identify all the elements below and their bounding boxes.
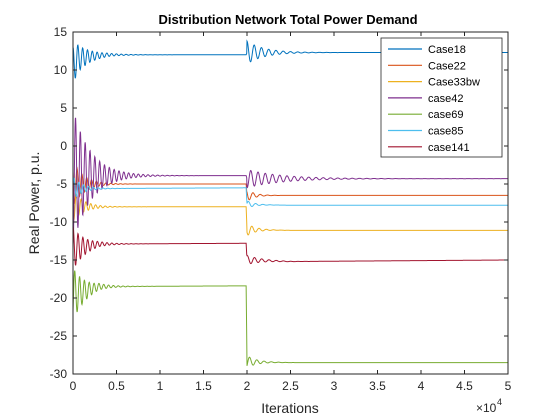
x-tick: 4 [418,32,425,393]
x-tick-label: 4 [418,379,425,393]
series-line-case22 [72,166,508,204]
y-tick: 10 [54,63,508,77]
x-tick-label: 0 [70,379,77,393]
legend-entry: Case33bw [388,77,480,89]
x-tick: 4.5 [456,32,473,393]
y-tick-label: -5 [56,177,67,191]
y-tick-label: 0 [60,139,67,153]
series-line-case69 [72,270,508,366]
y-tick: 15 [54,25,508,39]
y-tick: -15 [50,253,508,267]
series-line-case141 [72,226,508,266]
x-tick-label: 1 [157,379,164,393]
legend-entry: case69 [388,109,463,121]
x-multiplier-exponent: 4 [497,397,502,407]
x-tick: 3.5 [369,32,386,393]
x-tick: 0 [70,32,77,393]
x-tick-label: 4.5 [456,379,473,393]
x-tick-label: 3.5 [369,379,386,393]
y-tick-label: -25 [50,329,68,343]
x-axis: 0 0.5 1 1.5 2 2.5 3 3.5 4 4.5 5 [70,32,512,393]
y-tick: -30 [50,367,508,381]
x-tick: 3 [331,32,338,393]
x-tick: 5 [505,32,512,393]
y-tick: -5 [56,177,508,191]
legend-label: case85 [428,126,463,138]
y-axis: 15 10 5 0 -5 -10 -15 -20 -25 -30 [50,25,508,381]
y-tick: -20 [50,291,508,305]
y-tick: -25 [50,329,508,343]
x-tick: 2.5 [282,32,299,393]
x-tick-label: 2 [244,379,251,393]
series-line-case85 [72,177,508,208]
x-axis-label: Iterations [261,400,319,416]
chart-title: Distribution Network Total Power Demand [158,12,417,27]
series-lines [72,39,508,366]
series-line-case42 [72,117,508,245]
x-tick-label: 0.5 [108,379,125,393]
legend-entry: case42 [388,93,463,105]
y-tick-label: -30 [50,367,68,381]
x-tick: 2 [244,32,251,393]
series-line-case33bw [72,193,508,236]
legend-label: case42 [428,93,463,105]
x-axis-multiplier: ×10 4 [476,397,502,415]
x-tick-label: 3 [331,379,338,393]
y-tick-label: -10 [50,215,68,229]
legend-label: case69 [428,109,463,121]
y-tick-label: -20 [50,291,68,305]
x-tick-label: 5 [505,379,512,393]
legend: Case18 Case22 Case33bw case42 case69 case85 ca… [380,37,503,158]
legend-entry: Case22 [388,60,466,72]
x-tick: 0.5 [108,32,125,393]
y-tick: 0 [60,139,508,153]
legend-label: case141 [428,142,470,154]
legend-label: Case18 [428,44,466,56]
y-tick-label: 15 [54,25,68,39]
legend-label: Case22 [428,60,466,72]
legend-entry: case85 [388,126,463,138]
x-tick: 1 [157,32,164,393]
x-tick-label: 1.5 [195,379,212,393]
y-tick-label: 10 [54,63,68,77]
x-tick-label: 2.5 [282,379,299,393]
x-tick: 1.5 [195,32,212,393]
x-multiplier-base: ×10 [476,401,497,415]
y-tick: -10 [50,215,508,229]
y-tick: 5 [60,101,508,115]
legend-entry: case141 [388,142,470,154]
legend-entry: Case18 [388,44,466,56]
y-tick-label: -15 [50,253,68,267]
y-axis-label: Real Power, p.u. [26,152,42,255]
y-tick-label: 5 [60,101,67,115]
legend-label: Case33bw [428,77,480,89]
